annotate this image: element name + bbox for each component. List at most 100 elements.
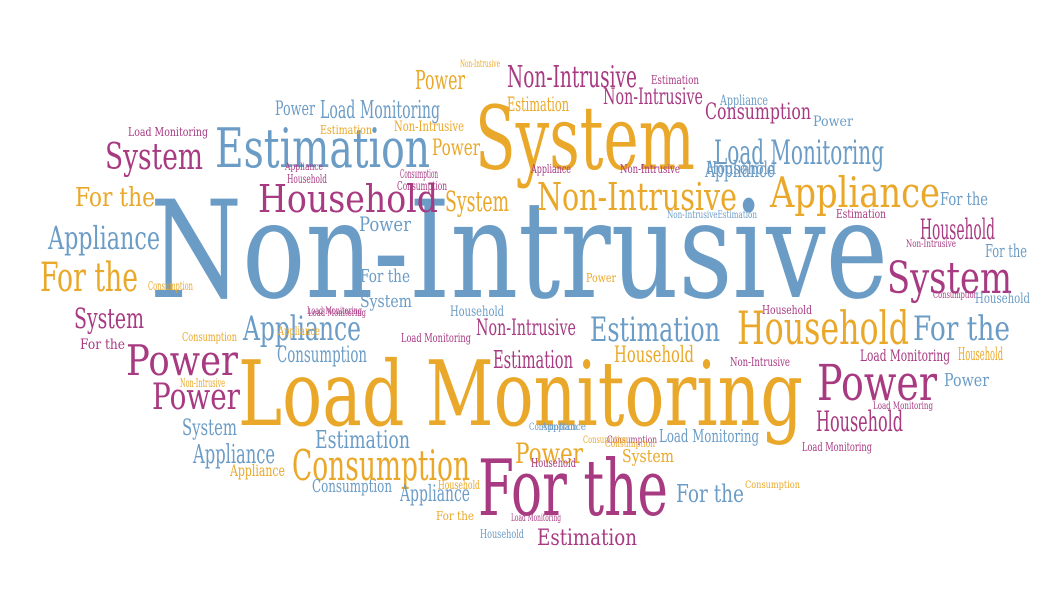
cloud-word: Non-Intrusive (460, 59, 500, 70)
cloud-word: Estimation (320, 123, 373, 137)
cloud-word: Household (920, 213, 995, 246)
cloud-word: Load Monitoring (401, 331, 472, 345)
cloud-word: Load Monitoring (659, 426, 760, 447)
cloud-word: Load Monitoring (873, 401, 933, 412)
cloud-word: Power (359, 212, 411, 236)
cloud-word: Non-Intrusive (150, 172, 888, 329)
cloud-word: System (887, 253, 1012, 304)
cloud-word: Estimation (590, 310, 720, 350)
cloud-word: System (360, 291, 413, 312)
cloud-word: Appliance (400, 482, 471, 507)
cloud-word: Appliance (230, 461, 285, 480)
cloud-word: System (475, 87, 695, 190)
cloud-word: Non-Intrusive (620, 162, 681, 176)
cloud-word: Consumption (607, 435, 658, 446)
cloud-word: Load Monitoring (238, 342, 804, 447)
cloud-word: Power (432, 136, 480, 161)
cloud-word: Non-Intrusive (730, 355, 791, 369)
cloud-word: Estimation (537, 526, 638, 551)
cloud-word: Household (737, 301, 910, 355)
cloud-word: System (74, 302, 145, 335)
cloud-word: Non-Intrusive (537, 175, 737, 219)
cloud-word: Household (531, 456, 576, 470)
cloud-word: Non-Intrusive (603, 85, 703, 110)
cloud-word: System (622, 446, 675, 467)
cloud-word: Consumption (605, 439, 656, 450)
cloud-word: Estimation (215, 117, 430, 180)
cloud-word: Estimation (836, 207, 886, 221)
cloud-word: Load Monitoring (307, 306, 363, 317)
cloud-word: Consumption (148, 279, 194, 293)
cloud-word: Non-Intrusive (476, 316, 576, 341)
cloud-word: Consumption (400, 167, 439, 181)
cloud-word: Household (258, 177, 439, 221)
cloud-word: Load Monitoring (308, 308, 366, 319)
cloud-word: Load Monitoring (860, 346, 951, 365)
cloud-word: Load Monitoring (511, 513, 562, 524)
cloud-word: Appliance (720, 93, 768, 109)
cloud-word: Consumption (583, 435, 628, 446)
cloud-word: Appliance (48, 219, 160, 257)
cloud-word: For the (985, 241, 1028, 262)
cloud-word: System (445, 185, 510, 218)
cloud-word: Consumption (745, 480, 800, 491)
cloud-word: Load Monitoring (128, 125, 209, 139)
cloud-word: Consumption (277, 343, 367, 368)
cloud-word: Power (152, 377, 240, 418)
cloud-word: Appliance (285, 162, 323, 173)
cloud-word: Estimation (507, 92, 570, 116)
cloud-word: For the (80, 337, 126, 353)
cloud-word: Household (816, 405, 904, 438)
cloud-word: Load Monitoring (802, 440, 873, 454)
cloud-word: Consumption (933, 290, 978, 301)
cloud-word: Appliance (541, 422, 587, 433)
cloud-word: Appliance (193, 440, 276, 470)
cloud-word: Power (813, 114, 854, 130)
cloud-word: Non-IntrusiveEstimation (667, 210, 757, 221)
cloud-word: Household (706, 158, 776, 179)
cloud-word: Non-Intrusive (180, 376, 225, 390)
cloud-word: For the (75, 183, 156, 213)
cloud-word: Power (817, 354, 937, 412)
cloud-word: System (105, 137, 204, 178)
cloud-word: Consumption (292, 441, 470, 490)
cloud-word: System (182, 416, 237, 441)
cloud-word: Household (450, 304, 505, 320)
cloud-word: Estimation (493, 346, 574, 374)
cloud-word: Household (762, 303, 813, 317)
cloud-word: For the (436, 509, 475, 523)
cloud-word: Consumption (397, 179, 448, 193)
cloud-word: Estimation (315, 426, 411, 454)
cloud-word: Consumption (705, 100, 811, 125)
cloud-word: Consumption (312, 476, 392, 497)
cloud-word: Household (287, 172, 327, 186)
cloud-word: Non-Intrusive (394, 119, 464, 135)
cloud-word: Power (126, 336, 239, 385)
cloud-word: Appliance (278, 324, 320, 338)
cloud-word: Household (975, 291, 1030, 307)
cloud-word: Load Monitoring (714, 133, 885, 173)
cloud-word: Household (438, 478, 480, 492)
cloud-word: Consumption (529, 422, 578, 433)
cloud-word: Non-Intrusive (906, 239, 956, 250)
cloud-word: Household (614, 343, 694, 368)
cloud-word: Power (944, 370, 990, 391)
cloud-word: Consumption (182, 330, 237, 344)
cloud-word: Power (586, 271, 616, 285)
cloud-word: Power (275, 96, 316, 120)
cloud-word: For the (676, 480, 744, 508)
cloud-word: Household (480, 527, 524, 541)
cloud-word: Power (515, 437, 584, 470)
cloud-word: For the (940, 189, 989, 210)
cloud-word: Non-Intrusive (507, 60, 638, 95)
cloud-word: Appliance (531, 162, 571, 176)
cloud-word: Appliance (705, 158, 776, 183)
cloud-word: Load Monitoring (320, 96, 440, 124)
cloud-word: Household (958, 344, 1003, 365)
cloud-word: Appliance (770, 168, 940, 217)
cloud-word: Estimation (651, 73, 699, 87)
cloud-word: Appliance (243, 309, 362, 349)
cloud-word: For the (360, 266, 411, 287)
cloud-word: For the (40, 255, 139, 301)
